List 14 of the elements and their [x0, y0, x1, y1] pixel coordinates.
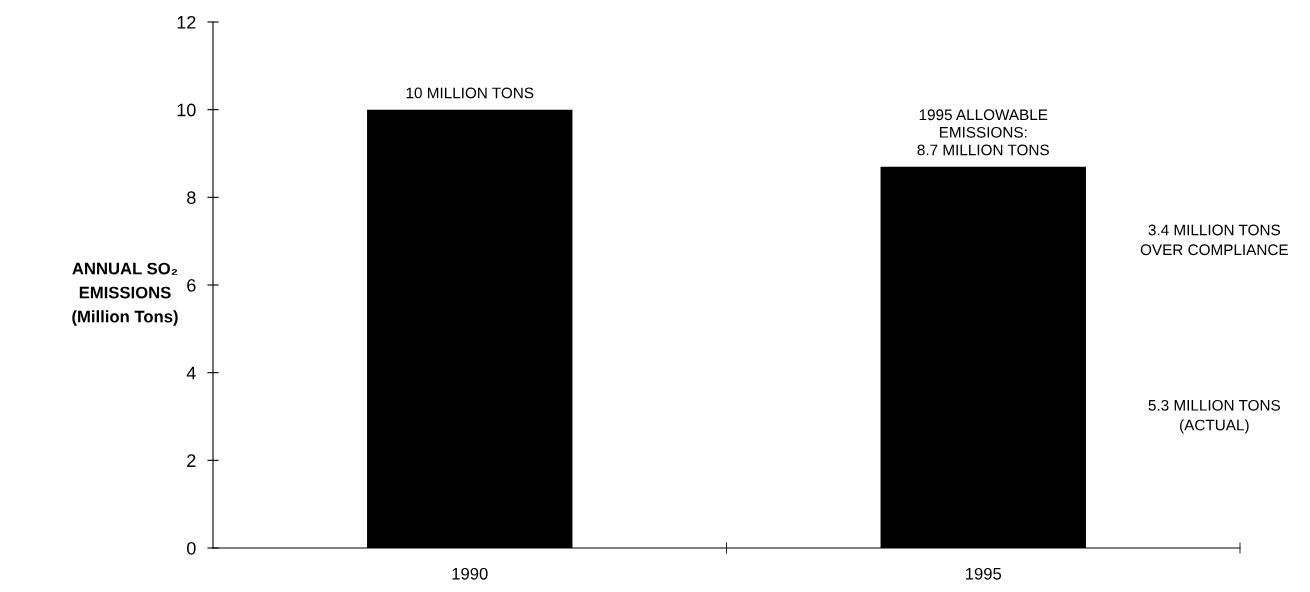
- x-tick-label: 1995: [965, 567, 1002, 580]
- annotation: 10 MILLION TONS: [406, 87, 534, 99]
- y-tick-label: 4: [186, 366, 196, 380]
- y-tick-label: 10: [177, 103, 196, 117]
- y-tick-label: 8: [187, 191, 196, 205]
- y-tick-label: 2: [187, 454, 196, 467]
- y-tick-label: 12: [177, 15, 196, 29]
- annotation: 3.4 MILLION TONS OVER COMPLIANCE: [1140, 224, 1288, 256]
- annotation: 5.3 MILLION TONS (ACTUAL): [1148, 399, 1281, 434]
- y-axis-title: ANNUAL SO₂ EMISSIONS (Million Tons): [72, 262, 178, 326]
- x-tick-label: 1990: [452, 567, 488, 580]
- y-tick-label: 0: [187, 541, 196, 555]
- y-tick-label: 6: [187, 278, 196, 292]
- annotation: 1995 ALLOWABLE EMISSIONS: 8.7 MILLION TONS: [917, 109, 1049, 156]
